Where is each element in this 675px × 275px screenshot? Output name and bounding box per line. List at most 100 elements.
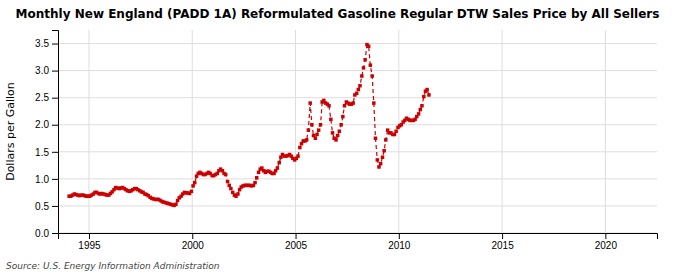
marker — [357, 88, 361, 92]
tick-label: 0.5 — [35, 201, 49, 212]
marker — [360, 74, 364, 78]
marker — [190, 190, 194, 194]
marker — [369, 63, 373, 67]
tick: 2015 — [491, 233, 514, 251]
marker — [384, 138, 388, 142]
grid-line — [58, 97, 657, 98]
marker — [379, 162, 383, 166]
marker — [420, 104, 424, 108]
tick-label: 1.0 — [35, 174, 49, 185]
series — [67, 43, 430, 207]
marker — [314, 137, 318, 141]
marker — [315, 133, 319, 137]
tick-mark — [52, 71, 58, 72]
tick-mark — [52, 233, 58, 234]
marker — [317, 128, 321, 132]
marker — [336, 134, 340, 138]
tick: 3.5 — [35, 38, 58, 49]
tick-mark — [52, 206, 58, 207]
axis-line — [52, 31, 59, 234]
marker — [374, 137, 378, 141]
source: Source: U.S. Energy Information Administ… — [6, 261, 220, 271]
tick-mark — [52, 152, 58, 153]
tick-mark — [52, 98, 58, 99]
marker — [343, 104, 347, 108]
tick-mark — [52, 44, 58, 45]
grid-line — [58, 124, 657, 125]
tick-mark — [502, 233, 503, 239]
marker — [425, 88, 429, 92]
marker — [226, 180, 230, 184]
tick-mark — [52, 179, 58, 180]
tick-label: 2.0 — [35, 119, 49, 130]
tick: 1995 — [78, 233, 101, 251]
marker — [382, 149, 386, 153]
marker — [305, 138, 309, 142]
marker — [381, 155, 385, 159]
marker — [351, 101, 355, 105]
marker — [376, 158, 380, 162]
tick-label: 2020 — [595, 240, 618, 251]
grid-line — [398, 30, 399, 233]
grid-line — [192, 30, 193, 233]
marker — [419, 108, 423, 112]
marker — [193, 181, 197, 185]
tick-mark — [605, 233, 606, 239]
tick-mark — [52, 125, 58, 126]
marker — [355, 92, 359, 96]
marker — [307, 128, 311, 132]
marker — [227, 184, 231, 188]
tick-label: 2000 — [182, 240, 205, 251]
line — [69, 45, 429, 206]
marker — [422, 95, 426, 99]
marker — [224, 173, 228, 177]
marker — [308, 101, 312, 105]
tick: 2010 — [388, 233, 411, 251]
grid-line — [58, 151, 657, 152]
marker — [394, 129, 398, 133]
grid-line — [58, 178, 657, 179]
tick-mark — [192, 233, 193, 239]
marker — [277, 161, 281, 165]
chart: 1995 2000 2005 2010 2015 2020 0.0 0.5 1.0 1.5 2.0 2… — [0, 0, 675, 275]
tick-label: 2005 — [285, 240, 308, 251]
tick: 1.5 — [35, 147, 58, 158]
marker — [329, 118, 333, 122]
marker — [327, 104, 331, 108]
marker — [339, 123, 343, 127]
marker — [276, 166, 280, 170]
marker — [393, 133, 397, 137]
grid-line — [58, 43, 657, 44]
tick-label: 1.5 — [35, 147, 49, 158]
tick-label: 2010 — [388, 240, 411, 251]
marker — [341, 115, 345, 119]
marker — [334, 138, 338, 142]
axis-line — [59, 234, 658, 240]
tick-label: 2.5 — [35, 92, 49, 103]
tick-mark — [399, 233, 400, 239]
marker — [296, 154, 300, 158]
grid-line — [88, 30, 89, 233]
marker — [372, 101, 376, 105]
marker — [236, 192, 240, 196]
grid-line — [605, 30, 606, 233]
marker — [298, 146, 302, 150]
tick: 0.0 — [35, 228, 58, 239]
marker — [174, 203, 178, 207]
tick-label: 3.0 — [35, 65, 49, 76]
marker — [229, 187, 233, 191]
tick-label: 0.0 — [35, 228, 49, 239]
tick: 2000 — [182, 233, 205, 251]
marker — [377, 165, 381, 169]
tick: 0.5 — [35, 201, 58, 212]
marker — [319, 123, 323, 127]
marker — [331, 131, 335, 135]
grid-line — [58, 205, 657, 206]
marker — [363, 58, 367, 62]
marker — [362, 66, 366, 70]
plot: 1995 2000 2005 2010 2015 2020 0.0 0.5 1.0 1.5 2.0 2… — [35, 30, 657, 251]
title: Monthly New England (PADD 1A) Reformulat… — [16, 7, 660, 21]
marker — [358, 84, 362, 88]
marker — [417, 112, 421, 116]
marker — [370, 74, 374, 78]
